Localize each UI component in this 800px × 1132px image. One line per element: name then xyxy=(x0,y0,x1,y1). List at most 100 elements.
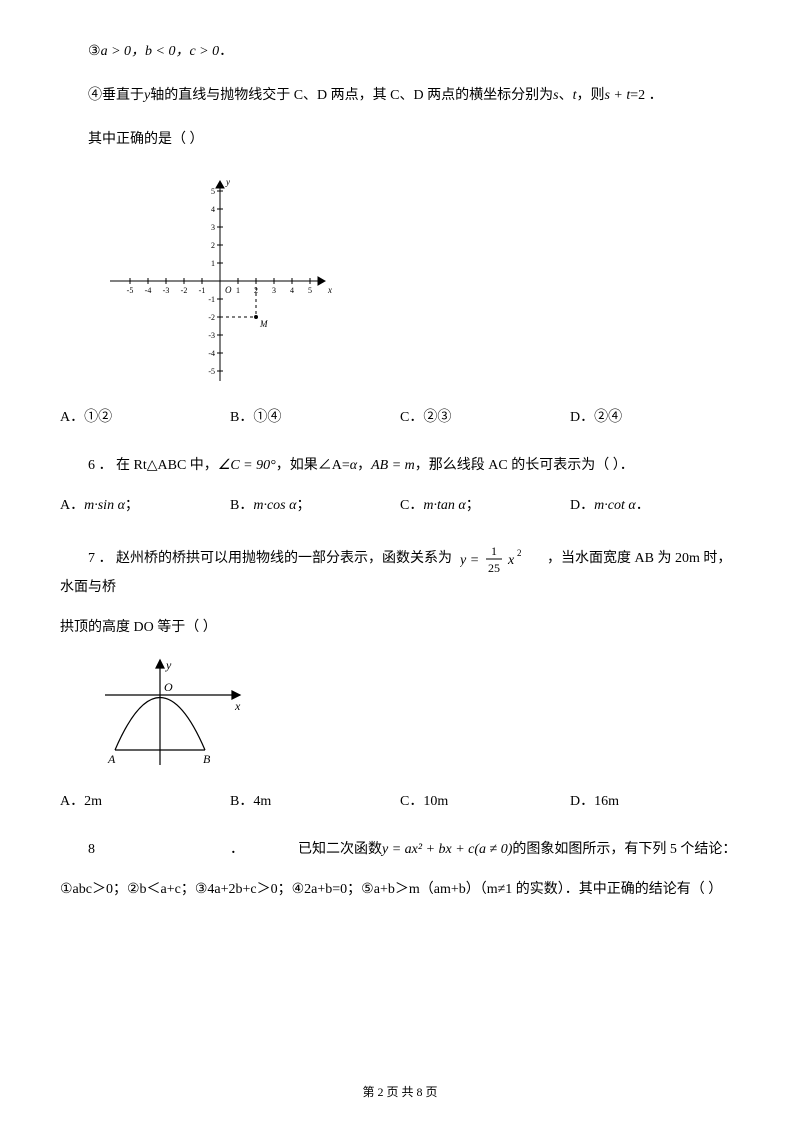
q5-stmt4-then: ，则 xyxy=(576,88,604,103)
q8-post: 的图象如图所示，有下列 5 个结论： xyxy=(512,842,736,857)
svg-text:2: 2 xyxy=(517,548,522,558)
q6-num: 6 ． xyxy=(88,458,113,473)
svg-text:y =: y = xyxy=(460,553,479,568)
q5-stmt4-st: s + t xyxy=(604,88,630,103)
svg-text:O: O xyxy=(225,285,232,295)
q5-optD: D．②④ xyxy=(570,406,740,430)
q7-pre: 赵州桥的桥拱可以用抛物线的一部分表示，函数关系为 xyxy=(116,551,452,566)
q5-stem: 其中正确的是（ ） xyxy=(60,128,740,152)
q5-stmt4-eq: =2 ． xyxy=(630,88,662,103)
svg-text:3: 3 xyxy=(211,223,215,232)
q6-ABm: AB = m xyxy=(371,458,415,473)
q6-optD-end: ． xyxy=(636,498,650,513)
q7-graph: y x O A B xyxy=(100,655,740,775)
q8-formula: y = ax² + bx + c(a ≠ 0) xyxy=(382,842,512,857)
svg-text:5: 5 xyxy=(308,286,312,295)
svg-text:x: x xyxy=(327,285,332,295)
q5-stmt4-mid: 轴的直线与抛物线交于 C、D 两点，其 C、D 两点的横坐标分别为 xyxy=(150,88,553,103)
q6-optB-f: m·cos α xyxy=(253,498,296,513)
q6-optC: C．m·tan α； xyxy=(400,494,570,518)
q6-stem: 6 ． 在 Rt△ABC 中，∠C = 90°，如果∠A=α，AB = m，那么… xyxy=(60,454,740,478)
q6-optA: A．m·sin α； xyxy=(60,494,230,518)
svg-text:-2: -2 xyxy=(181,286,188,295)
svg-text:-4: -4 xyxy=(145,286,152,295)
q7-num: 7 ． xyxy=(88,551,113,566)
svg-text:4: 4 xyxy=(290,286,294,295)
q6-angleC: ∠C = 90° xyxy=(218,458,276,473)
q5-optC: C．②③ xyxy=(400,406,570,430)
q6-mid2: ， xyxy=(357,458,371,473)
q5-stmt4: ④垂直于y轴的直线与抛物线交于 C、D 两点，其 C、D 两点的横坐标分别为s、… xyxy=(60,84,740,108)
q7-line1: 7 ． 赵州桥的桥拱可以用抛物线的一部分表示，函数关系为 y = 1 25 x … xyxy=(60,542,740,600)
q6-optC-end: ； xyxy=(466,498,480,513)
q6-pre: 在 Rt△ABC 中， xyxy=(116,458,218,473)
svg-text:-1: -1 xyxy=(208,295,215,304)
q5-stmt3-formula: a > 0，b < 0，c > 0 xyxy=(101,44,220,59)
svg-text:y: y xyxy=(165,658,172,672)
svg-text:O: O xyxy=(164,680,173,694)
q6-optA-end: ； xyxy=(125,498,139,513)
q8-pre: 已知二次函数 xyxy=(298,842,382,857)
svg-text:-3: -3 xyxy=(163,286,170,295)
q5-options: A．①② B．①④ C．②③ D．②④ xyxy=(60,406,740,430)
svg-text:3: 3 xyxy=(272,286,276,295)
q7-formula: y = 1 25 x 2 xyxy=(460,542,540,576)
svg-text:B: B xyxy=(203,752,211,766)
q6-alpha: α xyxy=(350,458,357,473)
svg-text:1: 1 xyxy=(236,286,240,295)
q7-optD: D．16m xyxy=(570,790,740,814)
svg-text:A: A xyxy=(107,752,116,766)
q8-line2: ①abc＞0；②b＜a+c；③4a+2b+c＞0；④2a+b=0；⑤a+b＞m（… xyxy=(60,878,740,902)
page-container: ③a > 0，b < 0，c > 0． ④垂直于y轴的直线与抛物线交于 C、D … xyxy=(0,0,800,1132)
q6-optB-end: ； xyxy=(296,498,310,513)
q7-options: A．2m B．4m C．10m D．16m xyxy=(60,790,740,814)
svg-text:2: 2 xyxy=(211,241,215,250)
q5-stmt4-sep: 、 xyxy=(559,88,573,103)
svg-text:25: 25 xyxy=(488,561,500,575)
q5-stmt3: ③a > 0，b < 0，c > 0． xyxy=(60,40,740,64)
svg-text:M: M xyxy=(259,319,268,329)
q8-num: 8 xyxy=(60,838,230,862)
q6-optB: B．m·cos α； xyxy=(230,494,400,518)
q5-stmt3-num: ③ xyxy=(88,44,101,59)
q7-optA: A．2m xyxy=(60,790,230,814)
q7-optC: C．10m xyxy=(400,790,570,814)
q8-dot: ． xyxy=(230,838,298,862)
q6-optB-lbl: B． xyxy=(230,498,253,513)
q7-line2: 拱顶的高度 DO 等于（ ） xyxy=(60,616,740,640)
svg-text:4: 4 xyxy=(211,205,215,214)
svg-text:x: x xyxy=(507,553,515,568)
svg-text:x: x xyxy=(234,699,241,713)
q6-optA-lbl: A． xyxy=(60,498,84,513)
svg-text:-3: -3 xyxy=(208,331,215,340)
q7-parabola-svg: y x O A B xyxy=(100,655,250,775)
svg-text:-2: -2 xyxy=(208,313,215,322)
q5-stmt3-end: ． xyxy=(219,44,233,59)
q5-graph: -5-4-3 -2-1 123 45 543 21 -1-2-3 -4-5 O … xyxy=(100,171,740,391)
q5-coordinate-svg: -5-4-3 -2-1 123 45 543 21 -1-2-3 -4-5 O … xyxy=(100,171,340,391)
q6-optA-f: m·sin α xyxy=(84,498,125,513)
svg-text:-1: -1 xyxy=(199,286,206,295)
q6-optD: D．m·cot α． xyxy=(570,494,740,518)
q6-optD-f: m·cot α xyxy=(594,498,636,513)
q7-optB: B．4m xyxy=(230,790,400,814)
q6-optC-f: m·tan α xyxy=(423,498,465,513)
svg-text:-5: -5 xyxy=(208,367,215,376)
svg-text:-4: -4 xyxy=(208,349,215,358)
page-footer: 第 2 页 共 8 页 xyxy=(0,1082,800,1102)
q7-formula-svg: y = 1 25 x 2 xyxy=(460,542,540,576)
q6-optC-lbl: C． xyxy=(400,498,423,513)
svg-text:y: y xyxy=(225,177,230,187)
svg-text:5: 5 xyxy=(211,187,215,196)
q5-optA: A．①② xyxy=(60,406,230,430)
q6-optD-lbl: D． xyxy=(570,498,594,513)
svg-text:1: 1 xyxy=(211,259,215,268)
q6-post: ，那么线段 AC 的长可表示为（ ）． xyxy=(415,458,634,473)
svg-text:1: 1 xyxy=(491,544,497,558)
q8-line1: 8 ． 已知二次函数y = ax² + bx + c(a ≠ 0)的图象如图所示… xyxy=(60,838,740,862)
q5-optB: B．①④ xyxy=(230,406,400,430)
q5-stmt4-pre: ④垂直于 xyxy=(88,88,144,103)
q6-options: A．m·sin α； B．m·cos α； C．m·tan α； D．m·cot… xyxy=(60,494,740,518)
svg-text:-5: -5 xyxy=(127,286,134,295)
q6-mid1: ，如果∠A= xyxy=(276,458,350,473)
